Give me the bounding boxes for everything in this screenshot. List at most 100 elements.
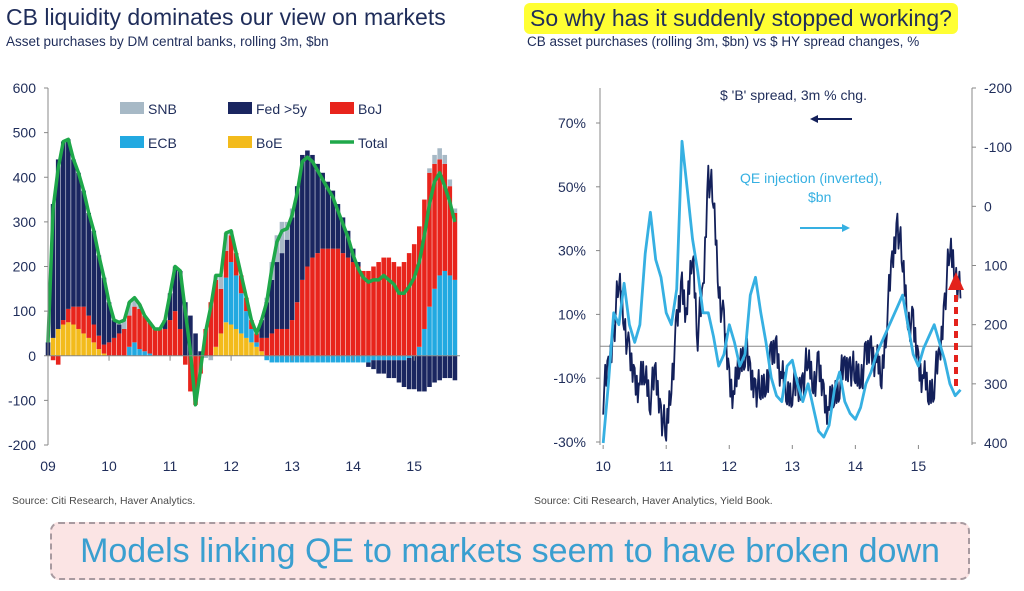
right-left-tick-label: 50% bbox=[558, 179, 586, 195]
left-x-tick-label: 14 bbox=[345, 458, 361, 474]
right-right-tick-label: 100 bbox=[984, 258, 1008, 274]
bar-ecb bbox=[386, 355, 392, 361]
bar-fedy bbox=[55, 159, 61, 329]
qe-series-line bbox=[601, 139, 962, 444]
right-chart-lines bbox=[601, 139, 962, 444]
bar-boj bbox=[259, 337, 264, 352]
right-right-tick-label: 0 bbox=[984, 198, 992, 214]
bar-fedy bbox=[335, 204, 341, 249]
bar-ecb bbox=[345, 355, 351, 363]
bar-boj bbox=[447, 186, 453, 276]
right-x-tick-label: 10 bbox=[595, 458, 611, 474]
bar-fedy bbox=[193, 333, 198, 356]
bar-boj bbox=[325, 248, 331, 356]
bar-boj bbox=[340, 253, 346, 356]
bar-boj bbox=[269, 333, 275, 356]
bar-boj bbox=[391, 262, 397, 356]
bar-snb bbox=[203, 355, 208, 358]
bar-fedy bbox=[91, 230, 97, 325]
left-x-tick-label: 13 bbox=[284, 458, 300, 474]
left-y-tick-label: 200 bbox=[13, 259, 37, 275]
bar-boj bbox=[335, 248, 341, 356]
bar-ecb bbox=[264, 355, 269, 361]
bar-boj bbox=[442, 163, 448, 271]
bar-fedy bbox=[106, 302, 112, 343]
bar-fedy bbox=[300, 154, 305, 280]
left-chart-legend: SNB Fed >5y BoJ ECB BoE Total bbox=[120, 101, 388, 151]
bar-boj bbox=[157, 328, 163, 356]
spread-annotation: $ 'B' spread, 3m % chg. bbox=[720, 87, 867, 103]
bar-boj bbox=[300, 279, 305, 356]
legend-label: ECB bbox=[148, 135, 177, 151]
bar-fedy bbox=[381, 360, 386, 374]
bar-boj bbox=[81, 306, 86, 334]
bar-ecb bbox=[366, 355, 371, 363]
bar-snb bbox=[132, 297, 137, 307]
bar-boj bbox=[116, 333, 122, 356]
bar-boj bbox=[416, 226, 422, 347]
bar-boj bbox=[193, 355, 198, 405]
bar-boe bbox=[60, 324, 66, 356]
bar-fedy bbox=[198, 351, 203, 356]
bar-fedy bbox=[264, 302, 269, 338]
bar-boe bbox=[101, 353, 107, 356]
bar-boj bbox=[355, 266, 361, 356]
bar-boj bbox=[254, 333, 259, 343]
bar-ecb bbox=[422, 328, 427, 356]
bar-boj bbox=[213, 279, 219, 347]
bar-fedy bbox=[432, 355, 437, 383]
bar-ecb bbox=[381, 355, 386, 361]
bar-boj bbox=[294, 302, 300, 356]
bar-snb bbox=[437, 148, 442, 160]
bar-ecb bbox=[223, 277, 229, 323]
bar-boj bbox=[106, 342, 112, 356]
left-x-tick-label: 15 bbox=[406, 458, 422, 474]
right-title-highlight: So why has it suddenly stopped working? bbox=[524, 3, 958, 34]
bar-fedy bbox=[376, 360, 381, 374]
bar-boe bbox=[218, 333, 224, 356]
left-y-tick-label: 600 bbox=[13, 80, 37, 96]
bar-boj bbox=[188, 355, 193, 392]
bar-boj bbox=[376, 262, 381, 356]
bar-boj bbox=[127, 315, 132, 347]
bar-ecb bbox=[132, 342, 137, 356]
bar-boj bbox=[122, 328, 127, 356]
bar-boj bbox=[66, 308, 71, 323]
right-chart-annotations: $ 'B' spread, 3m % chg. QE injection (in… bbox=[720, 87, 964, 386]
bar-boj bbox=[432, 163, 437, 289]
bar-boe bbox=[50, 337, 56, 356]
bar-ecb bbox=[335, 355, 341, 363]
legend-swatch-ecb bbox=[120, 136, 144, 148]
bar-ecb bbox=[320, 355, 325, 363]
bar-ecb bbox=[233, 275, 239, 329]
bar-snb bbox=[279, 221, 285, 254]
bar-ecb bbox=[371, 355, 376, 361]
bar-boj bbox=[111, 337, 117, 356]
legend-swatch-boe bbox=[228, 136, 252, 148]
bar-ecb bbox=[244, 311, 249, 338]
bar-snb bbox=[447, 179, 453, 187]
bar-fedy bbox=[411, 355, 417, 390]
bar-boe bbox=[213, 346, 219, 356]
bar-boj bbox=[330, 248, 336, 356]
right-left-tick-label: 30% bbox=[558, 243, 586, 259]
bar-boj bbox=[137, 308, 142, 350]
bar-snb bbox=[432, 154, 437, 164]
bar-ecb bbox=[269, 355, 275, 363]
bar-fedy bbox=[366, 362, 371, 367]
left-y-tick-label: -100 bbox=[8, 392, 36, 408]
bar-boj bbox=[55, 355, 61, 365]
legend-label: SNB bbox=[148, 101, 177, 117]
bar-fedy bbox=[345, 230, 351, 258]
bar-boj bbox=[305, 266, 310, 356]
bar-boj bbox=[233, 253, 239, 276]
bar-ecb bbox=[274, 355, 280, 363]
bar-ecb bbox=[355, 355, 361, 363]
bar-ecb bbox=[279, 355, 285, 363]
spread-arrow-head bbox=[810, 115, 818, 123]
bar-boe bbox=[249, 342, 254, 356]
bar-boe bbox=[254, 346, 259, 356]
left-y-tick-label: 500 bbox=[13, 125, 37, 141]
bar-boe bbox=[244, 337, 249, 356]
